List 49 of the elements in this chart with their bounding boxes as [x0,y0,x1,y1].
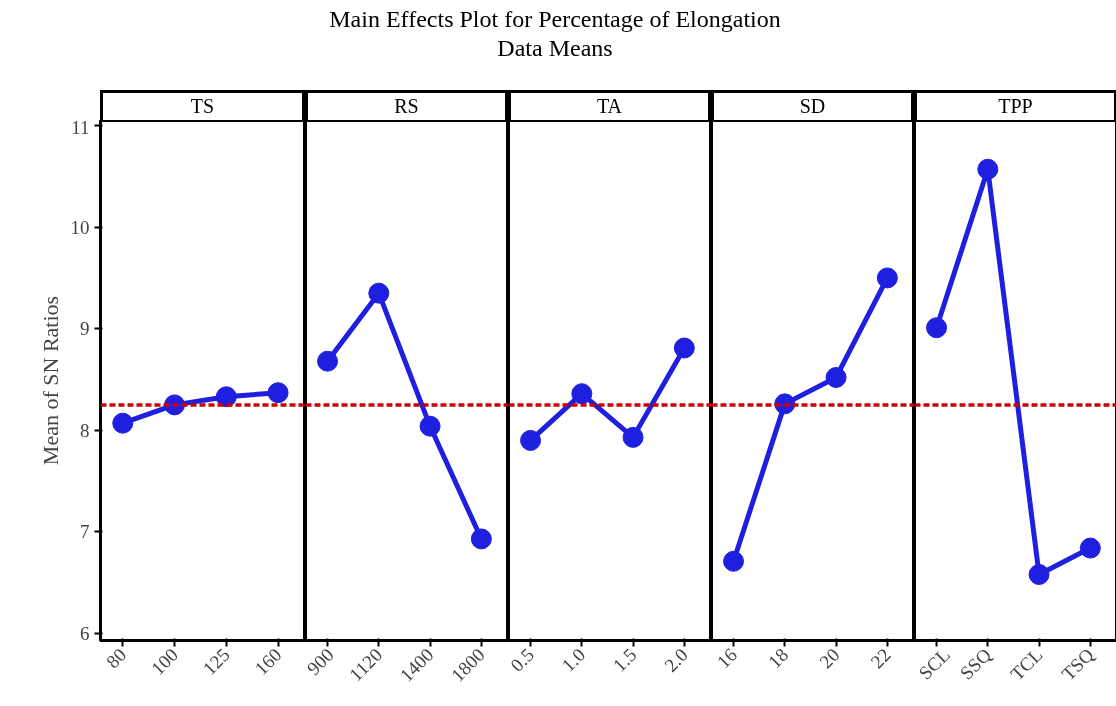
point [622,426,644,448]
x-tick-label: 1.0 [557,644,590,676]
x-tick-label: TCL [1006,644,1047,685]
point [673,337,695,359]
x-tick-label: 20 [815,644,844,673]
text: TS [100,90,305,120]
x-tick-label: 160 [250,644,286,680]
y-tick-label: 9 [80,318,90,340]
y-tick-label: 6 [80,622,90,644]
text: SD [711,90,914,120]
text: TPP [914,90,1116,120]
point [1079,537,1101,559]
x-tick-label: 16 [712,644,741,673]
y-tick-label: 8 [80,419,90,441]
x-tick-label: 1120 [345,644,387,686]
text: TA [508,90,711,120]
x-tick-label: 2.0 [660,644,692,676]
point [876,267,898,289]
x-tick-label: SCL [914,644,954,684]
x-tick-label: 100 [146,644,182,680]
y-tick-label: 11 [71,116,90,138]
point [1028,564,1050,585]
point [520,429,542,451]
x-tick-label: TSQ [1057,643,1098,685]
y-tick-label: 7 [80,521,90,543]
text: RS [305,90,508,120]
point [112,412,134,434]
point [317,350,339,372]
point [723,550,745,572]
point [267,382,289,404]
point [977,158,999,180]
y-axis-title: Mean of SN Ratios [37,295,63,466]
x-tick-label: 0.5 [506,644,538,676]
x-tick-label: 80 [101,644,131,673]
chart-title: Main Effects Plot for Percentage of Elongation [328,5,782,34]
chart-subtitle: Data Means [496,33,614,63]
x-tick-label: 125 [198,644,234,680]
x-tick-label: SSQ [955,643,996,684]
point [926,317,948,339]
point [368,282,390,304]
point [825,366,847,388]
point [470,528,492,550]
point [571,383,593,405]
x-tick-label: 18 [763,644,793,673]
x-tick-label: 22 [866,644,895,673]
x-tick-label: 1.5 [608,644,641,676]
x-tick-label: 900 [302,644,338,680]
point [419,415,441,437]
y-tick-label: 10 [70,216,90,238]
